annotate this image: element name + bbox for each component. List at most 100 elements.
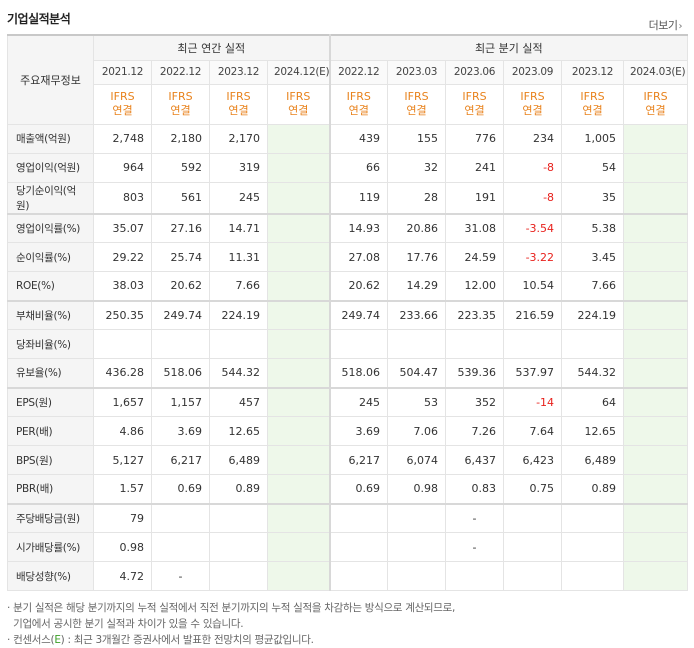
table-row: 부채비율(%) 250.35 249.74 224.19 249.74 233.66 223… xyxy=(7,299,689,330)
table-cell: 10.54 xyxy=(503,271,563,301)
table-cell xyxy=(266,271,331,301)
row-label: 시가배당률(%) xyxy=(7,532,94,562)
table-cell: 216.59 xyxy=(503,299,563,330)
table-cell xyxy=(266,358,331,388)
table-cell: 31.08 xyxy=(445,212,505,243)
period-header: 2021.12 xyxy=(93,59,152,85)
basis-consolidated: 연결 xyxy=(522,104,543,117)
table-cell xyxy=(328,561,389,591)
table-cell: 32 xyxy=(387,152,447,183)
table-cell: 0.98 xyxy=(387,474,447,504)
row-label: 매출액(억원) xyxy=(7,123,94,154)
table-cell xyxy=(387,502,447,533)
table-cell xyxy=(266,329,331,359)
table-cell: 776 xyxy=(445,123,505,154)
period-header: 2023.12 xyxy=(209,59,268,85)
row-label: 영업이익(억원) xyxy=(7,152,94,183)
table-cell xyxy=(328,502,389,533)
table-cell: 2,170 xyxy=(209,123,268,154)
table-cell: 12.65 xyxy=(561,416,625,446)
period-header: 2023.12 xyxy=(561,59,625,85)
table-cell xyxy=(266,532,331,562)
table-cell xyxy=(503,329,563,359)
basis-consolidated: 연결 xyxy=(288,104,309,117)
footnote-1: · 분기 실적은 해당 분기까지의 누적 실적에서 직전 분기까지의 누적 실적… xyxy=(7,602,456,614)
table-cell xyxy=(623,242,689,272)
table-cell: 7.64 xyxy=(503,416,563,446)
table-cell: -14 xyxy=(503,386,563,417)
table-row: EPS(원) 1,657 1,157 457 245 53 352 -14 64 xyxy=(7,386,689,417)
row-label: 부채비율(%) xyxy=(7,299,94,330)
table-cell xyxy=(266,474,331,504)
table-cell xyxy=(561,532,625,562)
basis-label: IFRS xyxy=(520,90,545,103)
basis-label: IFRS xyxy=(462,90,487,103)
period-header: 2023.06 xyxy=(445,59,505,85)
table-cell: 17.76 xyxy=(387,242,447,272)
basis-consolidated: 연결 xyxy=(170,104,191,117)
table-cell: 7.66 xyxy=(561,271,625,301)
table-cell xyxy=(266,386,331,417)
basis-cell: IFRS 연결 xyxy=(151,83,210,125)
table-cell xyxy=(623,416,689,446)
table-cell: -3.22 xyxy=(503,242,563,272)
period-header-estimate: 2024.12(E) xyxy=(266,59,331,85)
table-cell: 14.93 xyxy=(328,212,389,243)
table-cell xyxy=(623,474,689,504)
table-cell: 20.62 xyxy=(151,271,210,301)
table-row: BPS(원) 5,127 6,217 6,489 6,217 6,074 6,437 6,42… xyxy=(7,445,689,475)
more-link[interactable]: 더보기› xyxy=(649,17,683,33)
table-cell: 224.19 xyxy=(561,299,625,330)
basis-cell: IFRS 연결 xyxy=(209,83,268,125)
table-cell: 27.16 xyxy=(151,212,210,243)
basis-label: IFRS xyxy=(346,90,371,103)
table-cell: 3.69 xyxy=(328,416,389,446)
row-label: 유보율(%) xyxy=(7,358,94,388)
table-cell: 38.03 xyxy=(93,271,152,301)
basis-label: IFRS xyxy=(643,90,668,103)
period-header: 2022.12 xyxy=(328,59,389,85)
table-cell: 6,074 xyxy=(387,445,447,475)
table-cell xyxy=(561,502,625,533)
basis-label: IFRS xyxy=(580,90,605,103)
period-header: 2022.12 xyxy=(151,59,210,85)
footnote-2-e: E xyxy=(54,634,61,646)
table-cell: 544.32 xyxy=(561,358,625,388)
table-cell xyxy=(151,329,210,359)
table-cell xyxy=(623,212,689,243)
table-cell xyxy=(623,532,689,562)
footnote-2: · 컨센서스(E) : 최근 3개월간 증권사에서 발표한 전망치의 평균값입니… xyxy=(7,634,314,646)
table-cell: 1.57 xyxy=(93,474,152,504)
table-cell xyxy=(266,561,331,591)
table-cell xyxy=(209,561,268,591)
row-label: 배당성향(%) xyxy=(7,561,94,591)
table-cell: 14.29 xyxy=(387,271,447,301)
table-cell xyxy=(445,329,505,359)
table-cell xyxy=(266,242,331,272)
table-cell: 0.69 xyxy=(151,474,210,504)
table-cell: 53 xyxy=(387,386,447,417)
row-label: 주당배당금(원) xyxy=(7,502,94,533)
table-cell xyxy=(266,502,331,533)
table-cell: 518.06 xyxy=(328,358,389,388)
table-cell xyxy=(445,561,505,591)
quarter-group-header: 최근 분기 실적 xyxy=(328,34,689,61)
table-cell: 6,489 xyxy=(209,445,268,475)
table-cell: 457 xyxy=(209,386,268,417)
table-cell xyxy=(266,299,331,330)
table-cell: 233.66 xyxy=(387,299,447,330)
table-cell xyxy=(151,532,210,562)
section-title: 기업실적분석 xyxy=(7,12,71,26)
row-label: 당좌비율(%) xyxy=(7,329,94,359)
table-cell: 6,423 xyxy=(503,445,563,475)
basis-label: IFRS xyxy=(286,90,311,103)
basis-cell: IFRS 연결 xyxy=(445,83,505,125)
table-cell: -3.54 xyxy=(503,212,563,243)
table-row: PER(배) 4.86 3.69 12.65 3.69 7.06 7.26 7.64 12.65 xyxy=(7,416,689,446)
table-cell xyxy=(151,502,210,533)
table-cell: 234 xyxy=(503,123,563,154)
table-cell: 245 xyxy=(209,181,268,214)
chevron-right-icon: › xyxy=(678,21,683,32)
table-cell: 27.08 xyxy=(328,242,389,272)
basis-label: IFRS xyxy=(168,90,193,103)
